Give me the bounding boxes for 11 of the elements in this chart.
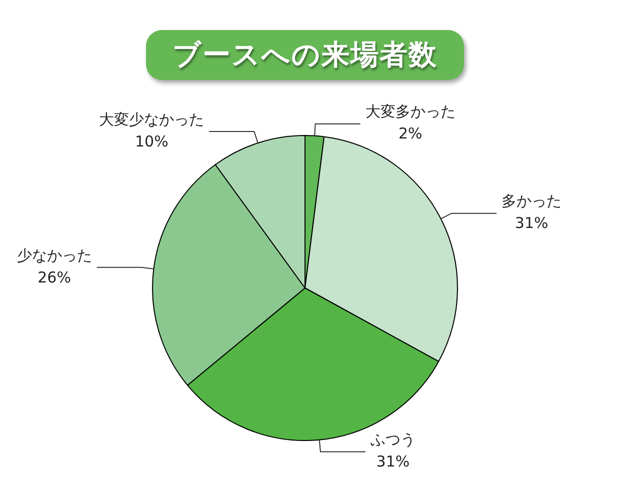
slice-label: 多かった [502,192,562,210]
slice-label: 大変少なかった [99,110,204,128]
chart-title: ブースへの来場者数 [146,30,464,80]
slice-label: ふつう [369,430,416,449]
slice-label: 大変多かった [365,102,456,121]
data-label: 2% [398,124,422,143]
data-label: 26% [38,268,71,286]
data-label: 10% [134,132,168,150]
data-label: 31% [514,214,548,232]
data-label: 31% [376,452,410,471]
slice-label: 少なかった [16,246,92,264]
